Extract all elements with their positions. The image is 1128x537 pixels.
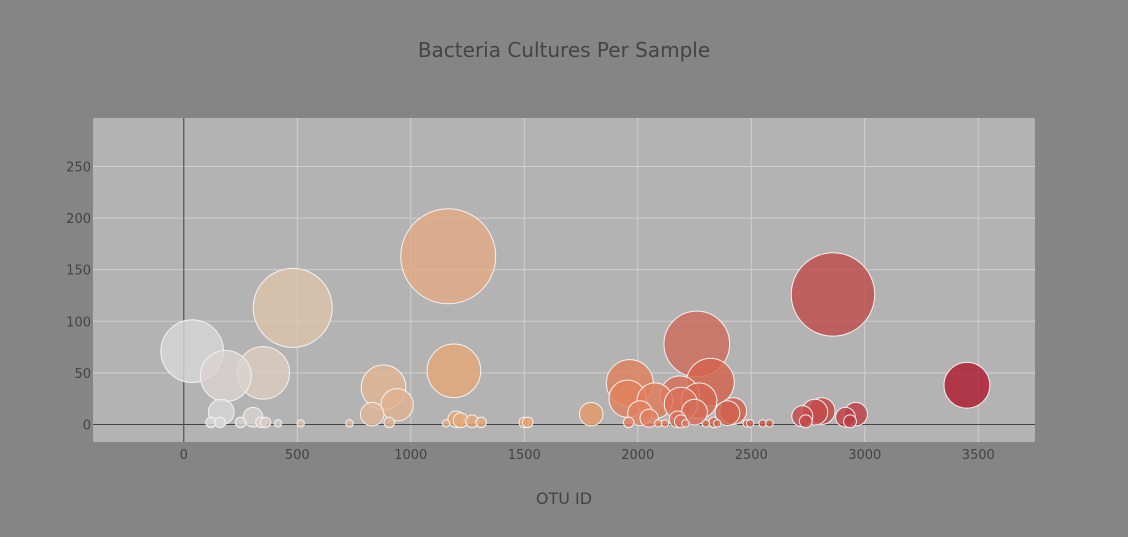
x-tick-label: 2500 [735, 448, 768, 463]
y-tick-label: 250 [66, 160, 91, 175]
bubble-marker[interactable] [400, 208, 497, 305]
bubble-marker[interactable] [745, 419, 755, 428]
bubble-marker[interactable] [426, 343, 482, 399]
bubble-marker[interactable] [380, 388, 414, 422]
x-tick-label: 1000 [394, 448, 427, 463]
axis-layer: 0 500 1000 1500 2000 2500 3000 3500 0 50 100 150 200… [66, 118, 1035, 463]
y-tick-label: 50 [74, 367, 91, 382]
y-tick-label: 100 [66, 315, 91, 330]
bubble-marker[interactable] [765, 419, 774, 428]
bubble-marker[interactable] [199, 349, 252, 402]
bubble-marker[interactable] [475, 416, 487, 429]
x-tick-label: 2000 [621, 448, 654, 463]
bubble-marker[interactable] [252, 267, 333, 348]
bubble-marker[interactable] [259, 416, 272, 429]
chart-title: Bacteria Cultures Per Sample [418, 38, 710, 62]
bubble-marker[interactable] [521, 416, 534, 429]
bubble-marker[interactable] [943, 361, 991, 409]
y-tick-label: 200 [66, 212, 91, 227]
bubble-marker[interactable] [622, 416, 635, 429]
bubble-marker[interactable] [234, 416, 247, 429]
bubble-marker[interactable] [578, 401, 604, 427]
y-tick-label: 150 [66, 264, 91, 279]
bubble-marker[interactable] [843, 414, 857, 429]
x-tick-label: 3500 [962, 448, 995, 463]
bubble-marker[interactable] [660, 419, 670, 428]
bubble-layer [160, 208, 991, 429]
bubble-marker[interactable] [441, 419, 451, 428]
bubble-marker[interactable] [296, 419, 305, 428]
bubble-marker[interactable] [712, 419, 722, 428]
x-tick-label: 500 [285, 448, 310, 463]
bubble-marker[interactable] [359, 401, 385, 427]
x-tick-label: 1500 [508, 448, 541, 463]
bubble-marker[interactable] [383, 416, 395, 429]
x-tick-label: 0 [180, 448, 188, 463]
y-tick-label: 0 [83, 418, 91, 433]
bubble-marker[interactable] [790, 252, 876, 337]
x-axis-label: OTU ID [536, 489, 592, 508]
bubble-marker[interactable] [681, 419, 690, 428]
bubble-marker[interactable] [345, 419, 354, 428]
bubble-marker[interactable] [273, 419, 283, 428]
bubble-marker[interactable] [214, 416, 226, 429]
bubble-marker[interactable] [639, 408, 659, 428]
bubble-marker[interactable] [714, 400, 741, 426]
x-tick-label: 3000 [848, 448, 881, 463]
bubble-marker[interactable] [701, 419, 711, 428]
bubble-marker[interactable] [798, 414, 813, 429]
